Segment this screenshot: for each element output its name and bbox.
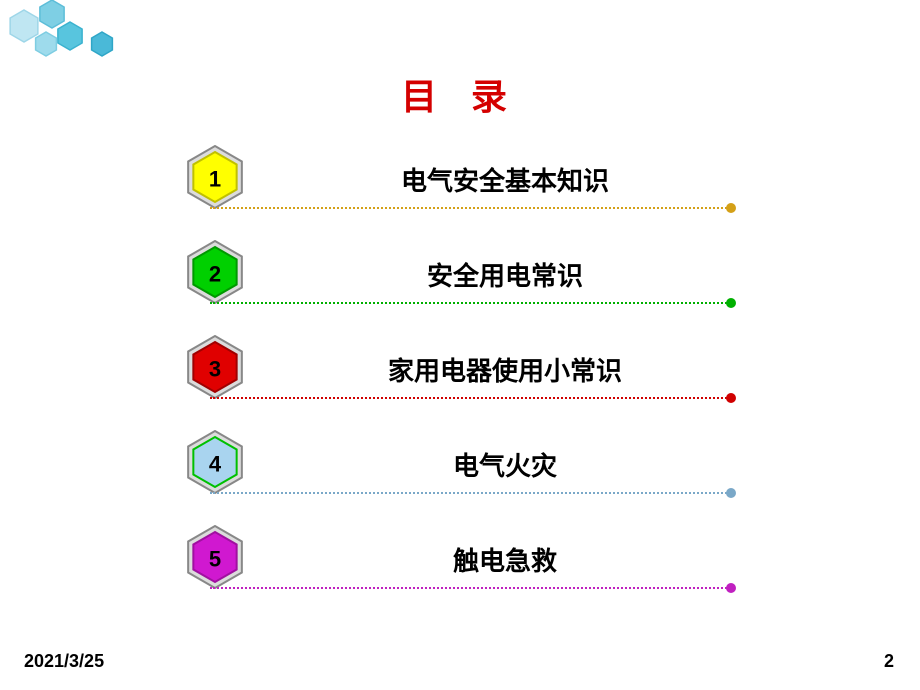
toc-enddot — [726, 583, 736, 593]
toc-number: 3 — [209, 357, 221, 382]
toc-number: 4 — [209, 452, 222, 477]
toc-divider — [210, 587, 730, 589]
hexagon-icon: 2 — [180, 240, 250, 304]
toc-divider — [210, 397, 730, 399]
footer-date: 2021/3/25 — [24, 651, 104, 672]
toc-number: 2 — [209, 262, 221, 287]
title-text: 目 录 — [401, 76, 519, 117]
toc-divider — [210, 207, 730, 209]
toc-divider — [210, 302, 730, 304]
toc-label: 触电急救 — [290, 541, 720, 578]
toc-enddot — [726, 393, 736, 403]
toc-label: 电气火灾 — [290, 446, 720, 483]
hexagon-icon: 5 — [180, 525, 250, 589]
toc-enddot — [726, 298, 736, 308]
toc-number: 1 — [209, 167, 221, 192]
toc-list: 1 电气安全基本知识 2 安全用电常识 3 家用电器使用小常识 4 电气火灾 5 触电急救 — [180, 145, 740, 620]
toc-label: 电气安全基本知识 — [290, 161, 720, 198]
toc-divider — [210, 492, 730, 494]
toc-label: 安全用电常识 — [290, 256, 720, 293]
corner-hex-deco — [0, 0, 140, 70]
toc-number: 5 — [209, 547, 221, 572]
page-title: 目 录 — [0, 68, 920, 120]
hexagon-icon: 4 — [180, 430, 250, 494]
toc-item[interactable]: 2 安全用电常识 — [180, 240, 740, 335]
toc-item[interactable]: 1 电气安全基本知识 — [180, 145, 740, 240]
hexagon-icon: 3 — [180, 335, 250, 399]
toc-item[interactable]: 3 家用电器使用小常识 — [180, 335, 740, 430]
footer-page: 2 — [884, 651, 894, 672]
hexagon-icon: 1 — [180, 145, 250, 209]
toc-enddot — [726, 488, 736, 498]
toc-item[interactable]: 4 电气火灾 — [180, 430, 740, 525]
toc-label: 家用电器使用小常识 — [290, 351, 720, 388]
toc-enddot — [726, 203, 736, 213]
toc-item[interactable]: 5 触电急救 — [180, 525, 740, 620]
